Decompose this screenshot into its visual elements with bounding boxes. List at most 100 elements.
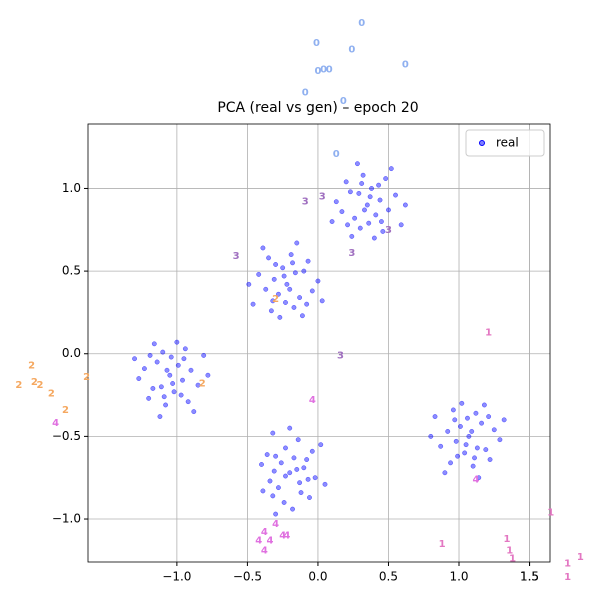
point [466,433,472,439]
point [398,222,404,228]
point [366,220,372,226]
point [260,488,266,494]
gen-label: 0 [314,66,321,77]
legend-marker [479,140,485,146]
point [278,460,284,466]
point [292,270,298,276]
point [352,215,358,221]
x-tick-label: 1.5 [520,570,539,584]
point [273,453,279,459]
point [479,420,485,426]
point [287,470,293,476]
point [281,500,287,505]
gen-label: 4 [52,418,59,429]
point [188,367,194,373]
point [178,392,184,398]
gen-label: 3 [385,225,392,236]
point [136,376,142,381]
x-tick-label: 1.5 [520,570,539,584]
x-tick-label: −1.0 [162,570,191,584]
point [367,194,373,200]
point [284,281,290,287]
gen-label: 3 [302,197,309,208]
point [474,445,480,451]
grid [88,124,550,562]
point [343,179,349,185]
point [291,305,297,310]
legend-box [465,129,545,157]
gen-label: 4 [283,531,290,542]
point [481,402,487,408]
point [354,161,360,167]
point [151,341,157,347]
point [141,366,147,372]
point [297,295,303,300]
point [147,352,153,358]
point [246,281,252,287]
gen-label: 1 [564,559,571,570]
point [290,260,295,266]
point [283,473,288,479]
point [371,235,377,241]
y-tick-label: −1.0 [52,512,81,526]
point [476,475,482,481]
point [459,400,465,406]
y-tick-label: 0.5 [62,264,81,278]
point [333,199,339,205]
point [312,475,318,481]
gen-label: 0 [358,18,365,29]
point [349,233,355,239]
point [501,417,507,423]
point [171,389,177,395]
point [270,493,276,499]
point [182,346,188,352]
point [256,271,262,277]
point [158,384,164,390]
point [307,495,312,500]
point [376,182,382,188]
gen-label: 1 [564,572,571,583]
point [304,457,310,462]
point [453,438,459,444]
point [157,414,163,420]
point [309,448,315,454]
point [268,308,274,314]
point [315,278,321,284]
gen-label: 1 [439,539,446,550]
point [304,301,310,307]
gen-label: 2 [15,380,22,391]
point [259,462,264,467]
point [275,485,281,491]
point [160,349,166,355]
point [465,415,470,421]
y-tick-label: 1.0 [62,181,81,195]
gen-label: 2 [83,372,90,383]
point [329,219,335,224]
point [287,286,293,292]
gen-label: 0 [320,64,327,75]
point [174,339,180,345]
point [132,356,138,362]
gen-label: 1 [506,545,513,556]
point [497,437,503,443]
point [359,181,365,186]
gen-label: 4 [261,545,268,556]
y-tick-label: −0.5 [52,429,81,443]
plot-frame [87,123,551,563]
point [275,291,281,297]
point [294,240,300,246]
point [491,427,497,433]
point [486,414,492,420]
gen-label: 3 [348,248,355,259]
gen-label: 4 [472,474,479,485]
point [309,288,315,294]
gen-label: 4 [309,395,316,406]
point [438,443,444,449]
point [388,166,394,172]
point [356,190,362,196]
point [462,450,468,456]
point [294,466,300,472]
x-tick-label: 0.5 [379,570,398,584]
gen-label: 1 [485,327,492,338]
